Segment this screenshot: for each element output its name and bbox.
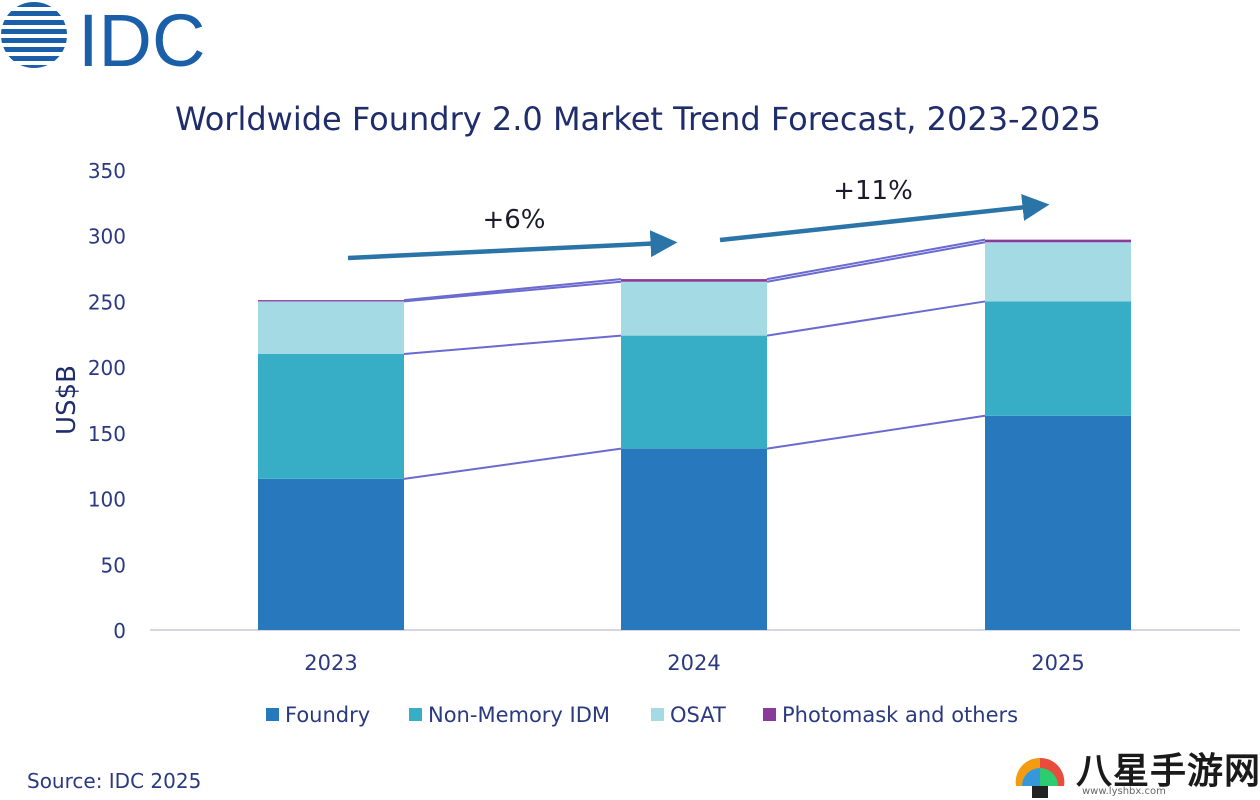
growth-label: +6% bbox=[482, 205, 545, 235]
chart-title: Worldwide Foundry 2.0 Market Trend Forec… bbox=[175, 100, 1101, 138]
bar-segment-osat-2023 bbox=[258, 301, 404, 354]
site-watermark: 八星手游网 www.lyshbx.com bbox=[1010, 742, 1260, 800]
legend-swatch bbox=[763, 708, 776, 721]
stack-connector-line bbox=[403, 334, 622, 355]
y-tick-label: 250 bbox=[88, 290, 126, 314]
y-tick-label: 100 bbox=[88, 488, 126, 512]
legend-label: Foundry bbox=[285, 703, 370, 727]
legend-label: Photomask and others bbox=[782, 703, 1018, 727]
y-tick-label: 150 bbox=[88, 422, 126, 446]
watermark-logo-icon bbox=[1015, 757, 1065, 798]
bar-segment-non-memory-idm-2025 bbox=[985, 301, 1131, 416]
y-axis-label: US$B bbox=[52, 365, 82, 435]
growth-label: +11% bbox=[833, 176, 913, 206]
stack-connector-line bbox=[403, 278, 622, 302]
bar-segment-non-memory-idm-2024 bbox=[621, 335, 767, 449]
source-text: Source: IDC 2025 bbox=[27, 769, 201, 793]
bar-segment-photomask-and-others-2024 bbox=[621, 279, 767, 282]
legend-swatch bbox=[266, 708, 279, 721]
idc-logo-text: IDC bbox=[78, 0, 205, 80]
y-tick-label: 350 bbox=[88, 159, 126, 183]
bar-segment-foundry-2023 bbox=[258, 478, 404, 630]
y-tick-label: 50 bbox=[101, 553, 126, 577]
stack-connector-line bbox=[766, 238, 986, 281]
x-tick-label: 2023 bbox=[304, 651, 357, 675]
stack-connector-line bbox=[766, 414, 986, 450]
legend-label: Non-Memory IDM bbox=[428, 703, 610, 727]
legend-label: OSAT bbox=[670, 703, 726, 727]
legend-swatch bbox=[651, 708, 664, 721]
idc-logo: IDC bbox=[1, 0, 205, 80]
stack-connector-line bbox=[766, 300, 986, 337]
watermark-text: 八星手游网 bbox=[1076, 751, 1260, 792]
growth-arrow bbox=[347, 230, 678, 261]
x-tick-label: 2025 bbox=[1031, 651, 1084, 675]
bar-segment-osat-2024 bbox=[621, 281, 767, 336]
y-tick-label: 0 bbox=[113, 619, 126, 643]
bar-segment-photomask-and-others-2023 bbox=[258, 300, 404, 302]
bar-segment-foundry-2025 bbox=[985, 415, 1131, 630]
stack-connector-line bbox=[766, 241, 986, 283]
watermark-url: www.lyshbx.com bbox=[1082, 786, 1166, 797]
y-tick-label: 200 bbox=[88, 356, 126, 380]
idc-globe-icon bbox=[1, 2, 67, 68]
legend-swatch bbox=[409, 708, 422, 721]
bar-segment-osat-2025 bbox=[985, 242, 1131, 302]
y-tick-label: 300 bbox=[88, 225, 126, 249]
bar-segment-non-memory-idm-2023 bbox=[258, 354, 404, 479]
growth-arrow bbox=[719, 194, 1050, 243]
stack-connector-line bbox=[403, 280, 622, 303]
bar-segment-photomask-and-others-2025 bbox=[985, 239, 1131, 243]
stack-connector-line bbox=[403, 447, 622, 480]
bar-segment-foundry-2024 bbox=[621, 448, 767, 630]
x-tick-label: 2024 bbox=[667, 651, 720, 675]
